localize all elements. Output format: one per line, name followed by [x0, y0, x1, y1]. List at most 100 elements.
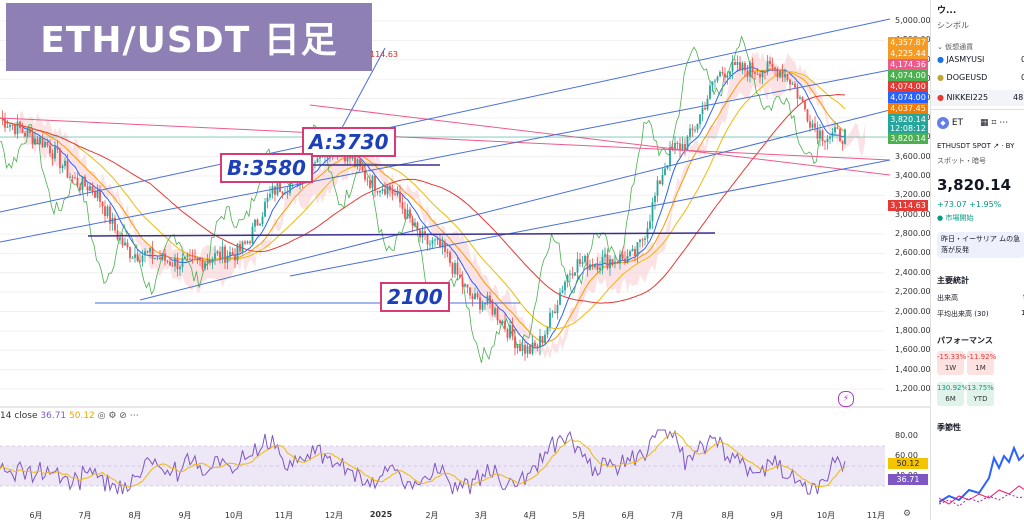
candle-body [556, 304, 559, 314]
candle-body [789, 79, 791, 85]
performance-period: 1W [944, 364, 957, 372]
candle-body [214, 253, 216, 260]
performance-pill[interactable]: 13.75% YTD [967, 382, 994, 406]
coin-icon: ● [937, 73, 947, 82]
price-badge: 12:08:12 [888, 123, 928, 134]
candle-body [149, 247, 151, 253]
candle-body [426, 234, 429, 245]
candle-body [136, 254, 139, 261]
annotation-b: B:3580 [220, 153, 313, 183]
candle-body [466, 284, 469, 288]
candle-body [431, 240, 434, 244]
candle-body [84, 176, 86, 187]
y-tick-label: 2,200.00 [895, 287, 930, 297]
candle-body [616, 261, 619, 264]
candle-body [56, 146, 59, 150]
avg-volume-row: 平均出来高 (30) 16 [937, 309, 1024, 319]
candle-body [829, 136, 831, 139]
price-badge: 4,074.00 [888, 92, 928, 103]
candle-body [166, 260, 169, 262]
grid-icon[interactable]: ▦ [979, 118, 989, 128]
candle-body [571, 273, 574, 276]
price-badge: 3,820.14 [888, 114, 928, 125]
candle-body [744, 63, 746, 71]
watchlist-item-value: 0 [1021, 73, 1024, 82]
candle-body [696, 124, 699, 130]
code-icon[interactable]: ⌗ [991, 118, 997, 128]
candle-body [69, 176, 71, 178]
candle-body [511, 325, 514, 337]
candle-body [351, 156, 354, 159]
candle-body [479, 297, 481, 310]
candle-body [354, 156, 356, 167]
candle-body [249, 241, 251, 244]
chevron-down-icon: ⌄ [937, 43, 946, 51]
candle-body [406, 209, 409, 219]
candle-body [736, 62, 739, 65]
candle-body [809, 121, 811, 128]
candle-body [474, 293, 476, 300]
market-type: スポット・暗号 [937, 157, 986, 165]
eye-icon[interactable]: ◎ ⚙ ⊘ ⋯ [97, 411, 139, 421]
candle-body [604, 254, 606, 257]
candle-body [94, 191, 96, 198]
x-tick-label: 12月 [324, 511, 344, 520]
watchlist-item-selected[interactable]: ● NIKKEI225 48 [931, 90, 1024, 106]
candle-body [786, 73, 789, 80]
candle-body [211, 259, 214, 263]
x-tick-label: 11月 [866, 511, 886, 520]
candle-body [446, 251, 449, 253]
candle-body [141, 255, 144, 262]
seasonality-line [939, 445, 1024, 503]
price-badge: 4,074.00 [888, 81, 928, 92]
candle-body [561, 290, 564, 293]
performance-pill[interactable]: 130.92% 6M [937, 382, 968, 406]
candle-body [621, 254, 624, 259]
candle-body [704, 107, 706, 110]
watchlist-header[interactable]: ウ... [937, 6, 957, 16]
chart-area[interactable]: ETH/USDT 日足 A:3730 B:3580 2100 114.63 14… [0, 0, 930, 520]
candle-body [289, 183, 291, 194]
resistance-line [0, 117, 891, 161]
candle-body [499, 320, 501, 324]
candle-body [41, 136, 44, 148]
more-icon[interactable]: ⋯ [999, 118, 1009, 128]
candle-body [261, 216, 264, 225]
exchange-icon: ET [951, 118, 964, 128]
candle-body [834, 127, 836, 133]
lightning-icon[interactable]: ⚡ [838, 391, 854, 407]
x-tick-label: 6月 [29, 511, 43, 520]
channel-line [0, 69, 891, 243]
candle-body [551, 311, 554, 313]
candle-body [371, 175, 374, 188]
candle-body [51, 153, 54, 159]
candle-body [194, 256, 196, 258]
candle-body [701, 107, 704, 115]
candle-body [521, 344, 524, 352]
settings-icon[interactable]: ⚙ [903, 509, 912, 519]
watchlist-item[interactable]: ● DOGEUSD 0 [937, 73, 1024, 82]
price-chart[interactable] [0, 0, 930, 520]
candle-body [19, 121, 21, 129]
news-card[interactable]: 昨日・イーサリア ムの急落が反発 [937, 232, 1024, 258]
candle-body [601, 256, 604, 268]
candle-body [204, 262, 206, 269]
watchlist-item[interactable]: ● JASMYUSI 0 [937, 55, 1024, 64]
performance-value: 130.92% [937, 384, 969, 392]
y-tick-label: 1,600.00 [895, 345, 930, 355]
candle-body [706, 98, 709, 110]
candle-body [409, 209, 411, 219]
chart-title: ETH/USDT 日足 [6, 3, 372, 71]
candle-body [776, 68, 779, 78]
watchlist-item-value: 48 [1013, 93, 1024, 102]
group-header[interactable]: ⌄ 仮想通貨 [937, 42, 973, 52]
pair-name[interactable]: ETHUSDT SPOT ↗ · BY [937, 142, 1015, 150]
candle-body [596, 263, 599, 270]
x-tick-label: 11月 [274, 511, 294, 520]
performance-pill[interactable]: -11.92% 1M [967, 351, 996, 375]
candle-body [751, 62, 754, 73]
candle-body [644, 238, 646, 240]
candle-body [234, 254, 236, 261]
performance-pill[interactable]: -15.33% 1W [937, 351, 966, 375]
candle-body [794, 83, 796, 88]
